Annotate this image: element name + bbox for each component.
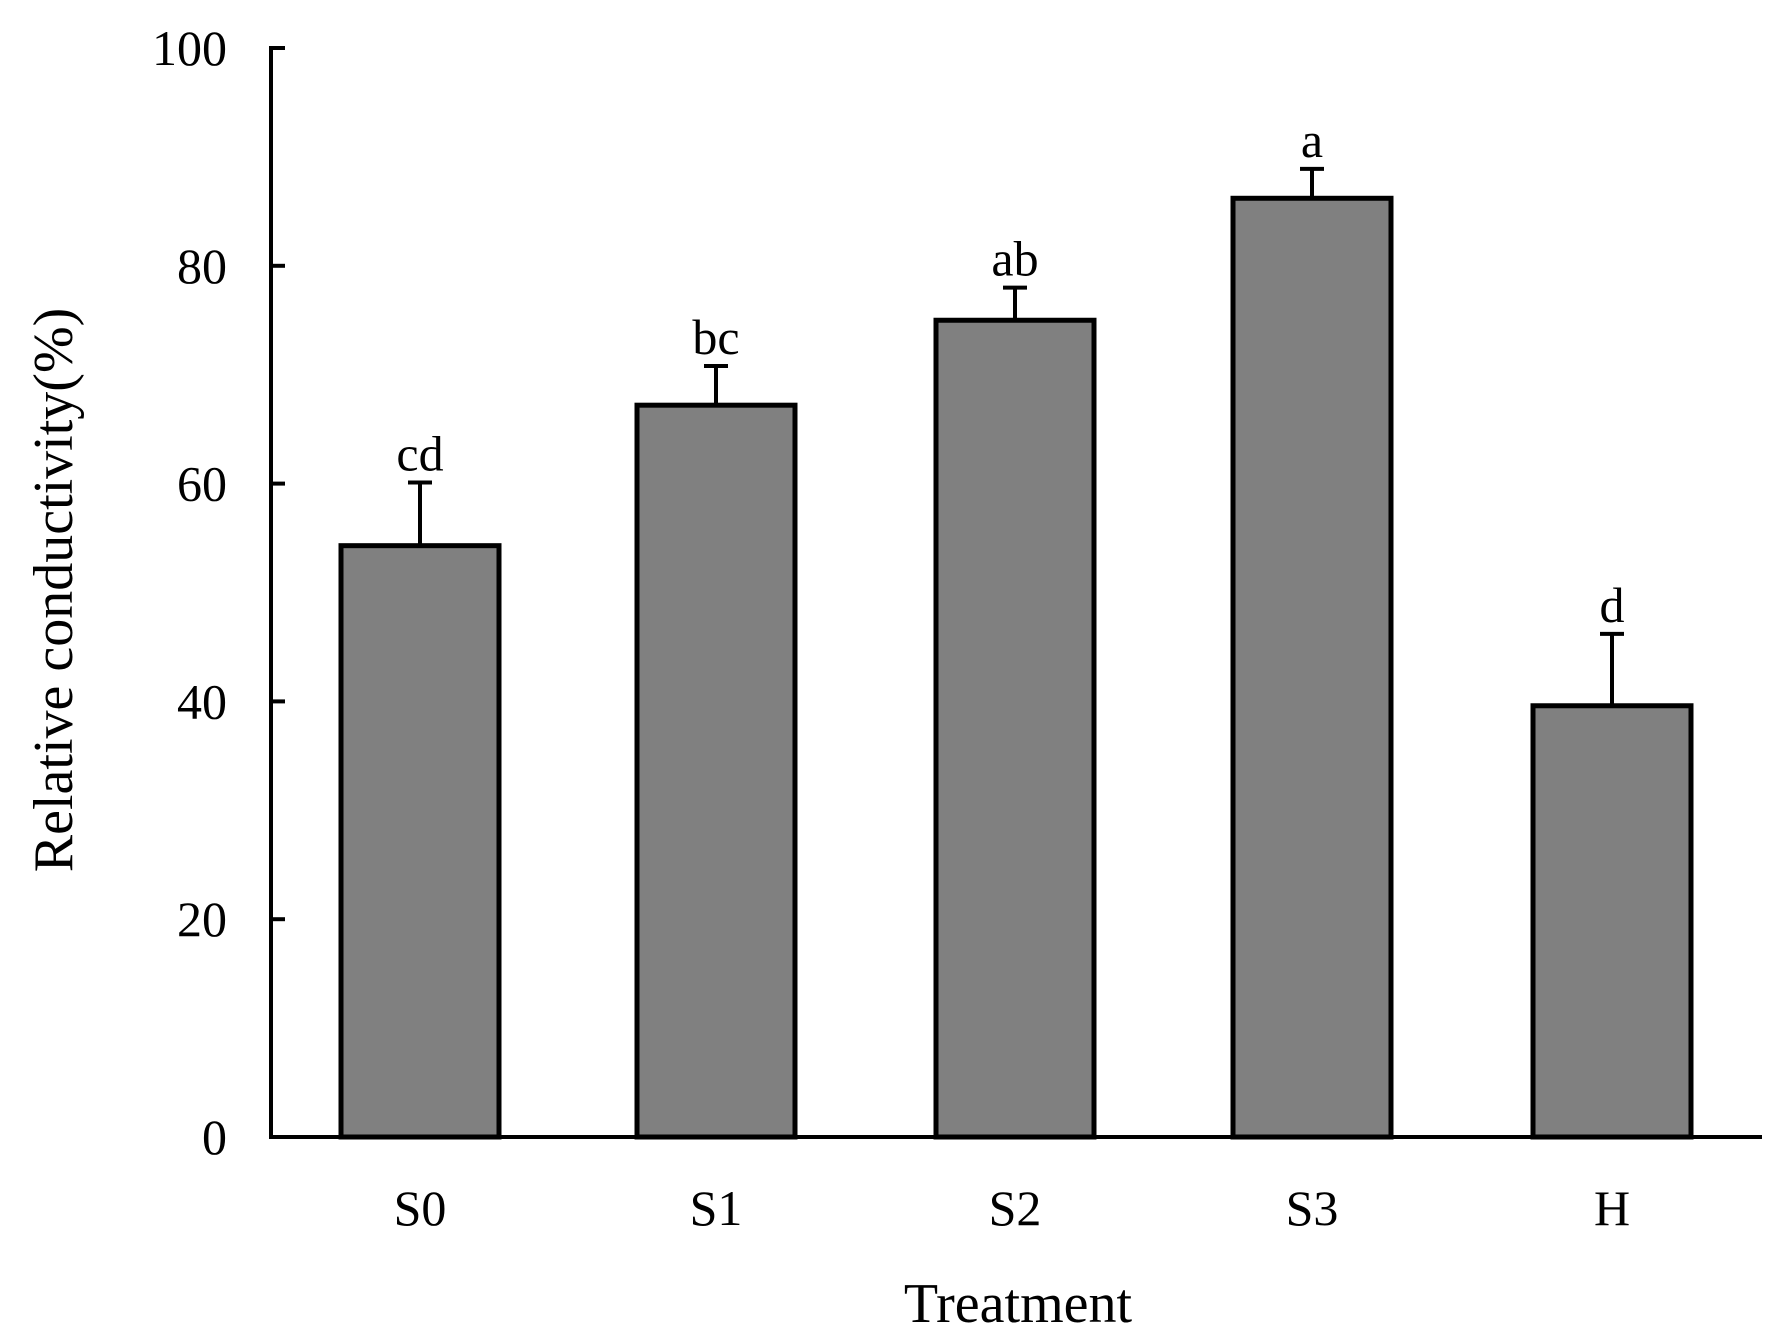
significance-letter: cd bbox=[396, 426, 443, 482]
bar-H bbox=[1530, 703, 1694, 1140]
y-tick-label: 20 bbox=[177, 891, 227, 947]
y-tick-label: 0 bbox=[202, 1109, 227, 1165]
y-axis-label: Relative conductivity(%) bbox=[23, 308, 85, 872]
y-tick-label: 100 bbox=[152, 20, 227, 76]
x-axis-label: Treatment bbox=[904, 1273, 1133, 1335]
y-tick-label: 60 bbox=[177, 456, 227, 512]
y-tick-label: 80 bbox=[177, 238, 227, 294]
significance-letter: a bbox=[1301, 112, 1323, 168]
y-tick-label: 40 bbox=[177, 673, 227, 729]
significance-letter: d bbox=[1600, 577, 1625, 633]
bar-S3 bbox=[1230, 195, 1394, 1140]
bar-S2 bbox=[933, 317, 1097, 1140]
bar-S1 bbox=[634, 402, 798, 1140]
significance-letter: ab bbox=[991, 231, 1038, 287]
x-tick-label: S1 bbox=[690, 1180, 743, 1236]
x-tick-label: S2 bbox=[989, 1180, 1042, 1236]
x-tick-label: S3 bbox=[1286, 1180, 1339, 1236]
x-tick-label: H bbox=[1594, 1180, 1630, 1236]
x-tick-label: S0 bbox=[394, 1180, 447, 1236]
bar-S0 bbox=[338, 543, 502, 1140]
significance-letter: bc bbox=[692, 309, 739, 365]
